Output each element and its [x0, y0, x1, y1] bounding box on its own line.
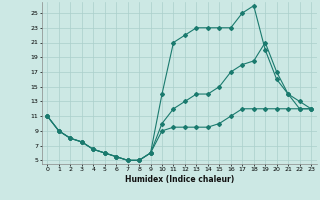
X-axis label: Humidex (Indice chaleur): Humidex (Indice chaleur) [124, 175, 234, 184]
